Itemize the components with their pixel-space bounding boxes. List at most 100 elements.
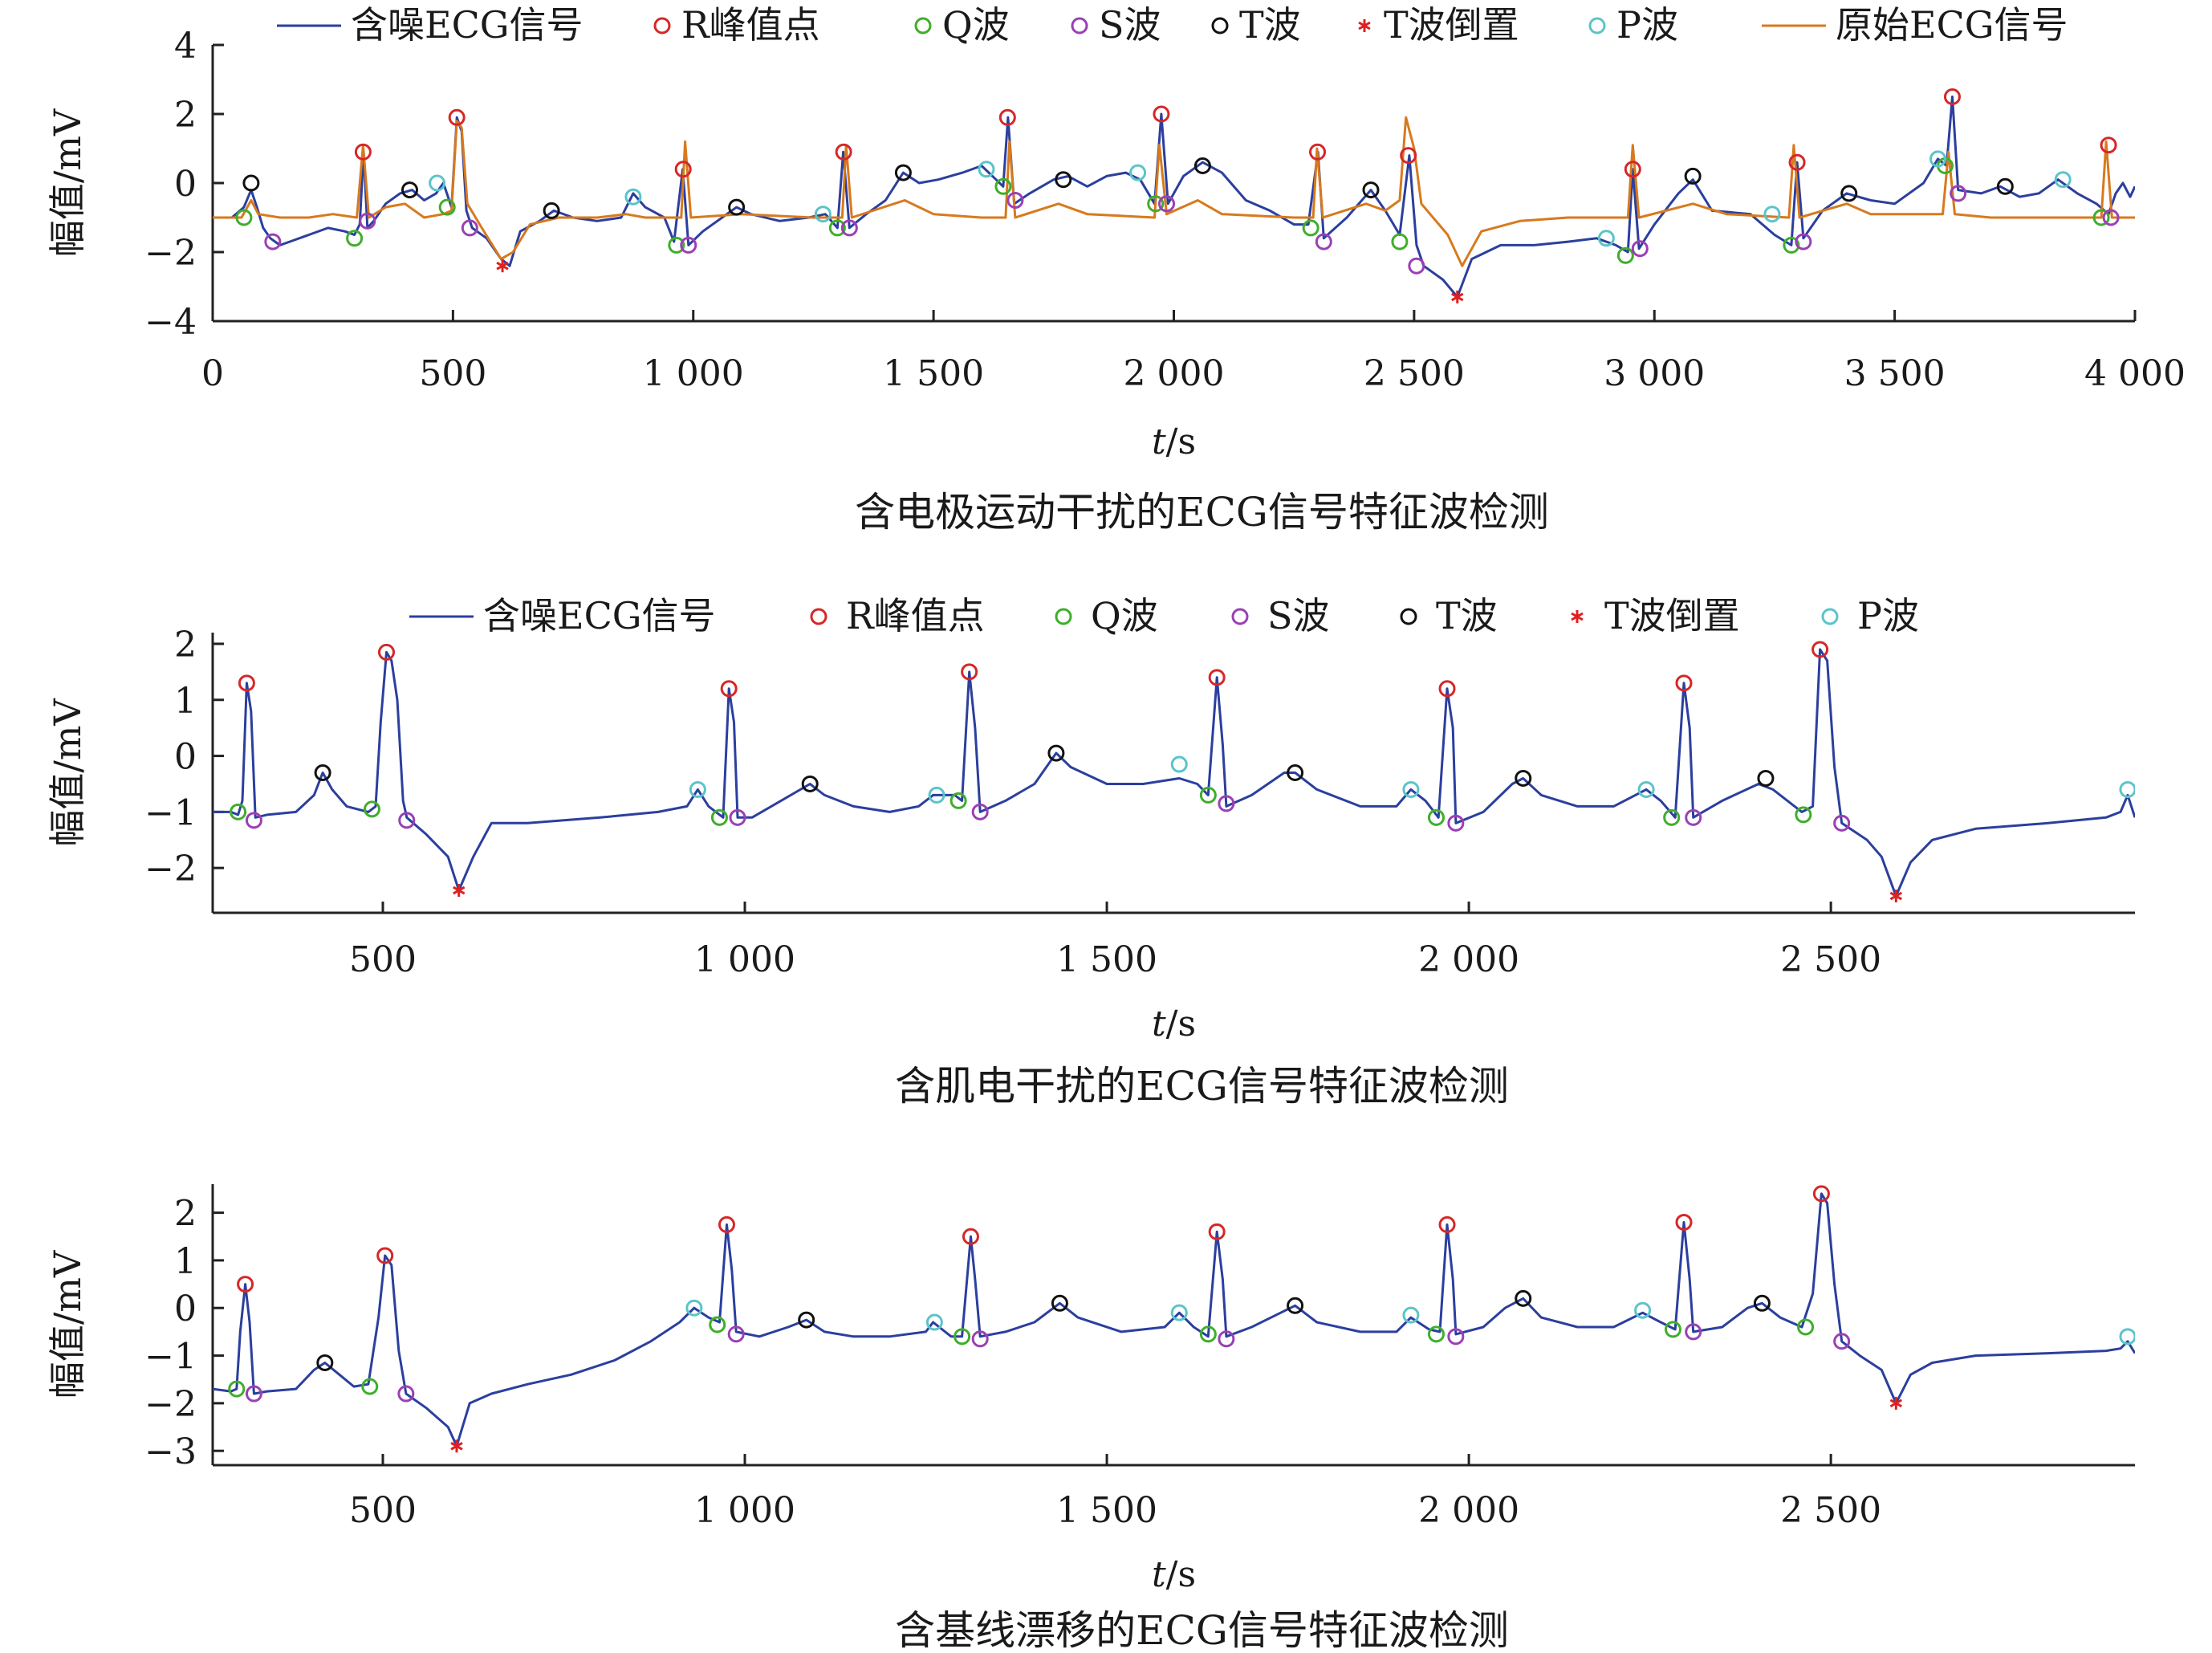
t-wave-marker (1753, 1294, 1771, 1312)
legend-asterisk-swatch (1358, 21, 1371, 31)
t-wave-marker (1193, 157, 1211, 174)
x-tick-label: 2 500 (1780, 1490, 1881, 1531)
s-wave-marker (245, 1385, 262, 1403)
y-tick-label: −3 (144, 1431, 197, 1472)
legend-circle-swatch (914, 17, 932, 35)
r-peak-marker (720, 680, 738, 698)
q-wave-marker (1147, 195, 1165, 213)
s-wave-marker (971, 1330, 989, 1348)
x-tick-label: 1 500 (1056, 939, 1157, 980)
p-wave-marker (978, 161, 995, 178)
x-tick-label: 2 500 (1780, 939, 1881, 980)
x-tick-label: 2 000 (1418, 1490, 1519, 1531)
s-wave-marker (1447, 1328, 1465, 1346)
q-wave-marker (1797, 1318, 1815, 1336)
t-inversion-marker (496, 261, 509, 271)
t-wave-marker (401, 181, 418, 199)
chart-title: 含基线漂移的ECG信号特征波检测 (895, 1607, 1509, 1653)
legend-label: Q波 (1091, 594, 1158, 637)
s-wave-marker (461, 219, 478, 237)
legend-label: P波 (1616, 3, 1678, 47)
r-peak-marker (1675, 1213, 1693, 1231)
y-axis-label: 幅值/mV (46, 1250, 89, 1399)
t-wave-marker (1515, 769, 1532, 787)
legend-label: P波 (1857, 594, 1919, 637)
legend-label: T波倒置 (1604, 594, 1740, 637)
p-wave-marker (814, 206, 832, 223)
legend-label: Q波 (942, 3, 1010, 47)
legend-label: T波 (1239, 3, 1301, 47)
t-wave-marker (801, 775, 819, 792)
r-peak-marker (674, 161, 692, 178)
legend-circle-swatch (653, 17, 671, 35)
y-tick-label: 4 (174, 26, 197, 67)
x-tick-label: 3 000 (1604, 353, 1705, 394)
x-axis-label-unit: /s (1166, 1004, 1196, 1044)
s-wave-marker (1950, 185, 1967, 202)
y-tick-label: 2 (174, 95, 197, 136)
legend-circle-swatch (1821, 608, 1839, 625)
q-wave-marker (828, 219, 846, 237)
s-wave-marker (1685, 1323, 1702, 1341)
t-wave-marker (798, 1311, 815, 1329)
q-wave-marker (710, 808, 728, 826)
t-wave-marker (1055, 171, 1072, 189)
r-peak-marker (835, 143, 852, 161)
r-peak-marker (1624, 161, 1641, 178)
legend-circle-swatch (1588, 17, 1606, 35)
s-wave-marker (1833, 814, 1851, 832)
p-wave-marker (429, 174, 446, 192)
y-tick-label: −2 (144, 1384, 197, 1425)
s-wave-marker (1158, 195, 1176, 213)
r-peak-marker (376, 1247, 394, 1264)
x-axis-label-unit: /s (1166, 1554, 1196, 1595)
t-wave-marker (1684, 167, 1702, 185)
r-peak-marker (1438, 1215, 1456, 1233)
s-wave-marker (680, 236, 697, 254)
y-axis-label: 幅值/mV (46, 698, 89, 847)
q-wave-marker (363, 800, 380, 818)
chart-title: 含电极运动干扰的ECG信号特征波检测 (855, 489, 1549, 535)
x-tick-label: 1 500 (1056, 1490, 1157, 1531)
s-wave-marker (2102, 209, 2120, 226)
x-tick-label: 500 (349, 939, 417, 980)
r-peak-marker (1400, 147, 1417, 165)
p-wave-marker (1634, 1301, 1652, 1319)
q-wave-marker (1428, 1325, 1446, 1343)
legend-label: T波 (1436, 594, 1498, 637)
p-wave-marker (1929, 150, 1947, 168)
q-wave-marker (361, 1378, 379, 1395)
r-peak-marker (1208, 1223, 1226, 1240)
t-inversion-marker (450, 1441, 463, 1451)
y-tick-label: −4 (144, 302, 197, 343)
x-axis-label: t/s (1152, 1554, 1196, 1595)
q-wave-marker (346, 230, 364, 247)
t-wave-marker (728, 198, 746, 216)
s-wave-marker (729, 808, 746, 826)
p-wave-marker (1170, 1304, 1188, 1321)
y-tick-label: 2 (174, 1194, 197, 1235)
s-wave-marker (397, 1385, 415, 1403)
legend-circle-swatch (1231, 608, 1249, 625)
x-tick-label: 1 500 (883, 353, 984, 394)
legend-label: 含噪ECG信号 (351, 3, 583, 47)
t-inversion-marker (452, 886, 466, 895)
x-axis-label: t/s (1152, 1004, 1196, 1044)
chart-title: 含肌电干扰的ECG信号特征波检测 (895, 1063, 1509, 1109)
r-peak-marker (237, 1276, 254, 1293)
x-tick-label: 1 000 (643, 353, 744, 394)
r-peak-marker (718, 1215, 735, 1233)
r-peak-marker (2100, 136, 2117, 154)
x-tick-label: 0 (201, 353, 224, 394)
s-wave-marker (1685, 808, 1702, 826)
y-axis-label: 幅值/mV (46, 108, 89, 257)
q-wave-marker (2092, 209, 2110, 226)
legend: 含噪ECG信号 R峰值点 Q波 S波 T波 T波倒置 P波 原始ECG信号 (277, 3, 2068, 47)
x-axis-label-var: t (1152, 1004, 1166, 1044)
q-wave-marker (668, 236, 685, 254)
p-wave-marker (689, 780, 706, 798)
r-peak-marker (1811, 641, 1829, 658)
s-wave-marker (245, 812, 262, 829)
t-wave-marker (543, 202, 560, 219)
